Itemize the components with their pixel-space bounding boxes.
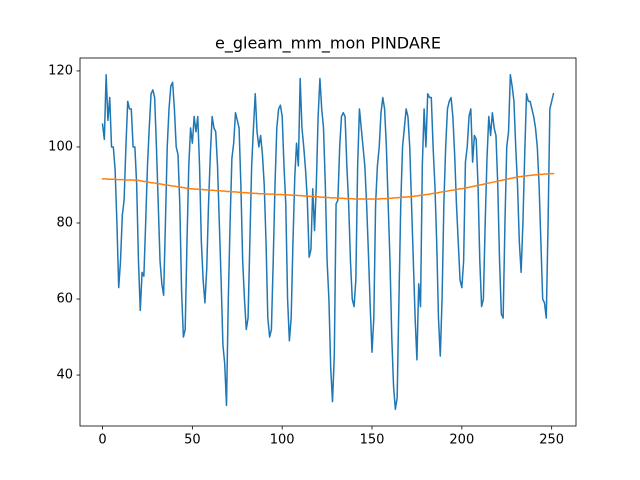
- chart-title: e_gleam_mm_mon PINDARE: [215, 34, 441, 54]
- y-tick-label: 60: [56, 292, 73, 307]
- data-line: [101, 73, 555, 411]
- x-tick-label: 100: [270, 433, 295, 448]
- y-tick-label: 80: [56, 215, 73, 230]
- x-tick-label: 150: [360, 433, 385, 448]
- x-tick-label: 0: [98, 433, 106, 448]
- data-line: [101, 172, 555, 200]
- x-tick-label: 200: [449, 433, 474, 448]
- x-tick-label: 50: [184, 433, 201, 448]
- y-tick-label: 120: [48, 63, 73, 78]
- x-tick-label: 250: [539, 433, 564, 448]
- y-tick-label: 100: [48, 139, 73, 154]
- y-tick-label: 40: [56, 368, 73, 383]
- plot-frame: [79, 57, 577, 427]
